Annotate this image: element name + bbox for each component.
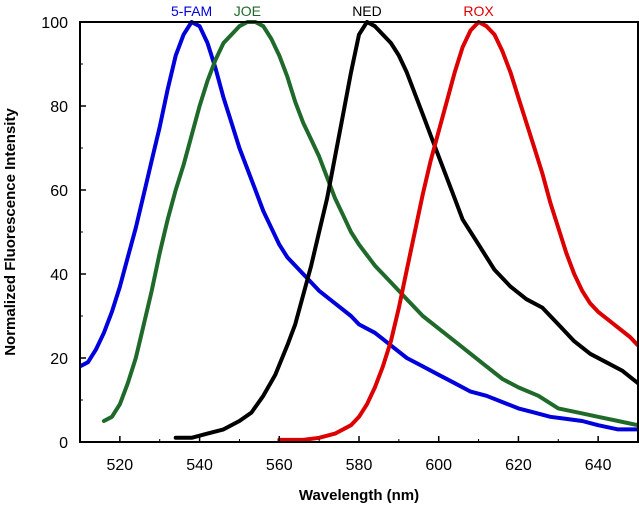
series-line-joe: [101, 20, 638, 428]
y-tick-label: 0: [59, 435, 68, 452]
x-tick-label: 600: [425, 457, 452, 474]
x-tick-label: 540: [186, 457, 213, 474]
series-labels-group: 5-FAM JOE NED ROX: [171, 3, 494, 19]
series-line-ned: [173, 20, 638, 440]
series-line-rox: [277, 20, 638, 442]
plot-series-group: [80, 20, 638, 442]
y-tick-label: 80: [50, 99, 68, 116]
x-tick-label: 580: [346, 457, 373, 474]
x-axis-ticks: 520 540 560 580 600 620 640: [79, 436, 639, 474]
series-label-5-fam: 5-FAM: [171, 3, 212, 19]
y-tick-label: 60: [50, 183, 68, 200]
x-tick-label: 520: [107, 457, 134, 474]
x-axis-title: Wavelength (nm): [299, 487, 419, 504]
x-tick-label: 620: [505, 457, 532, 474]
series-label-joe: JOE: [234, 3, 261, 19]
x-tick-label: 640: [585, 457, 612, 474]
series-line-5-fam: [80, 20, 638, 432]
y-tick-label: 100: [41, 15, 68, 32]
y-tick-label: 20: [50, 351, 68, 368]
series-label-ned: NED: [352, 3, 382, 19]
y-tick-label: 40: [50, 267, 68, 284]
x-tick-label: 560: [266, 457, 293, 474]
y-axis-ticks: 0 20 40 60 80 100: [41, 15, 86, 452]
y-axis-title: Normalized Fluorescence Intensity: [2, 108, 19, 356]
series-label-rox: ROX: [463, 3, 494, 19]
